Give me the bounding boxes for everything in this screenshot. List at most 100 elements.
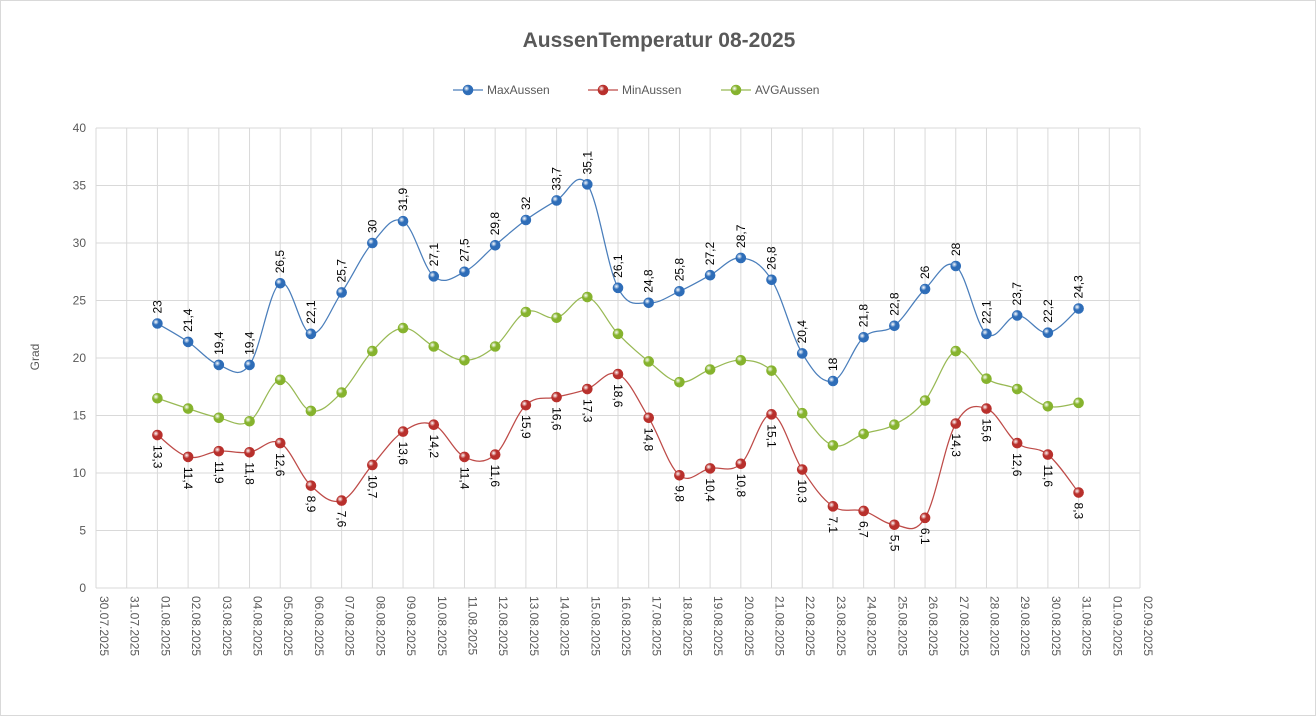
data-point-AVGAussen: [152, 392, 163, 404]
data-point-MinAussen: [858, 505, 869, 517]
x-tick-label: 10.08.2025: [435, 596, 449, 656]
data-label-MaxAussen: 24,3: [1072, 275, 1086, 299]
data-point-MaxAussen: [704, 269, 716, 281]
data-point-MaxAussen: [981, 328, 992, 340]
data-point-AVGAussen: [766, 365, 777, 376]
data-point-MaxAussen: [674, 285, 685, 297]
data-point-AVGAussen: [796, 407, 808, 419]
data-label-MinAussen: 10,8: [734, 474, 748, 498]
data-label-MinAussen: 7,1: [826, 516, 840, 533]
legend: MaxAussen MinAussen AVGAussen: [453, 83, 819, 97]
data-point-MaxAussen: [551, 195, 562, 206]
data-point-MinAussen: [981, 403, 992, 414]
data-label-MaxAussen: 29,8: [488, 212, 502, 236]
data-point-MinAussen: [551, 391, 562, 403]
data-point-MinAussen: [459, 451, 470, 463]
y-tick-label: 0: [79, 581, 86, 595]
data-point-MaxAussen: [397, 215, 409, 227]
data-label-MinAussen: 9,8: [672, 485, 686, 502]
data-label-MaxAussen: 21,8: [857, 304, 871, 328]
data-label-MinAussen: 5,5: [887, 535, 901, 552]
data-point-AVGAussen: [1011, 383, 1023, 395]
data-label-MaxAussen: 26: [918, 265, 932, 279]
x-tick-label: 14.08.2025: [558, 596, 572, 656]
x-tick-label: 09.08.2025: [404, 596, 418, 656]
chart-title: AussenTemperatur 08-2025: [522, 29, 796, 52]
data-label-MaxAussen: 22,8: [887, 292, 901, 316]
data-point-AVGAussen: [182, 403, 194, 414]
x-tick-label: 07.08.2025: [343, 596, 357, 656]
data-label-MinAussen: 7,6: [335, 511, 349, 528]
data-point-MinAussen: [889, 519, 900, 531]
data-point-MaxAussen: [919, 283, 931, 295]
data-label-MaxAussen: 27,1: [427, 243, 441, 267]
y-tick-label: 20: [73, 351, 87, 365]
x-tick-label: 16.08.2025: [619, 596, 633, 656]
legend-label: AVGAussen: [755, 83, 819, 97]
data-point-MinAussen: [766, 409, 777, 420]
data-point-AVGAussen: [336, 387, 347, 398]
data-point-MaxAussen: [796, 348, 808, 359]
data-label-MinAussen: 11,6: [1041, 465, 1055, 488]
data-label-MinAussen: 12,6: [273, 453, 287, 477]
data-label-MaxAussen: 28,7: [734, 224, 748, 248]
x-tick-label: 01.08.2025: [158, 596, 172, 656]
data-point-AVGAussen: [520, 306, 532, 318]
data-label-MinAussen: 15,1: [765, 424, 779, 448]
series-layer: 13,3 11,4 11,9 11,8 12,6 8,9 7,6 10,7 13,6 14,2 11…: [150, 151, 1085, 552]
data-point-MinAussen: [950, 418, 962, 429]
data-point-MaxAussen: [950, 260, 962, 272]
data-label-MinAussen: 10,3: [795, 480, 809, 504]
x-tick-label: 28.08.2025: [987, 596, 1001, 656]
data-point-MaxAussen: [213, 359, 225, 371]
y-tick-label: 5: [79, 524, 86, 538]
data-label-MaxAussen: 19,4: [243, 331, 257, 355]
data-point-AVGAussen: [305, 405, 317, 417]
data-point-MinAussen: [152, 429, 163, 441]
data-point-AVGAussen: [1042, 400, 1054, 412]
data-point-MaxAussen: [336, 287, 347, 298]
x-tick-label: 25.08.2025: [895, 596, 909, 656]
data-label-MaxAussen: 25,8: [672, 258, 686, 282]
data-label-MinAussen: 18,6: [611, 384, 625, 408]
data-label-MinAussen: 15,6: [979, 419, 993, 443]
x-tick-label: 31.07.2025: [128, 596, 142, 656]
x-tick-label: 08.08.2025: [373, 596, 387, 656]
data-label-MaxAussen: 22,2: [1041, 299, 1055, 323]
data-point-MinAussen: [581, 383, 593, 395]
data-point-AVGAussen: [581, 291, 593, 303]
data-point-AVGAussen: [612, 328, 624, 340]
x-tick-label: 23.08.2025: [834, 596, 848, 656]
y-tick-label: 35: [73, 179, 87, 193]
data-label-MaxAussen: 20,4: [795, 320, 809, 344]
x-tick-label: 21.08.2025: [773, 596, 787, 656]
y-axis-ticks: 0 5 10 15 20 25 30 35 40: [73, 121, 87, 595]
x-tick-label: 06.08.2025: [312, 596, 326, 656]
data-label-MaxAussen: 27,5: [457, 238, 471, 262]
legend-label: MaxAussen: [487, 83, 550, 97]
data-point-MinAussen: [1011, 437, 1023, 449]
data-point-MaxAussen: [581, 179, 593, 190]
data-point-MaxAussen: [1011, 310, 1023, 321]
data-point-AVGAussen: [274, 374, 286, 386]
data-label-MaxAussen: 25,7: [335, 259, 349, 283]
data-label-MinAussen: 14,3: [949, 434, 963, 458]
data-point-AVGAussen: [981, 373, 992, 385]
data-label-MaxAussen: 32: [519, 196, 533, 210]
x-axis-ticks: 30.07.2025 31.07.2025 01.08.2025 02.08.2025…: [97, 596, 1155, 656]
x-tick-label: 24.08.2025: [865, 596, 879, 656]
data-point-MinAussen: [1073, 487, 1084, 498]
data-point-MinAussen: [397, 426, 409, 437]
data-point-AVGAussen: [674, 376, 685, 388]
x-tick-label: 30.08.2025: [1049, 596, 1063, 656]
data-label-MaxAussen: 26,5: [273, 250, 287, 274]
data-label-MinAussen: 6,1: [918, 528, 932, 545]
x-tick-label: 05.08.2025: [281, 596, 295, 656]
data-point-MinAussen: [520, 399, 532, 411]
data-label-MinAussen: 14,2: [427, 435, 441, 459]
data-point-AVGAussen: [919, 395, 931, 406]
x-tick-label: 13.08.2025: [527, 596, 541, 656]
data-point-MinAussen: [182, 451, 194, 463]
x-tick-label: 18.08.2025: [680, 596, 694, 656]
